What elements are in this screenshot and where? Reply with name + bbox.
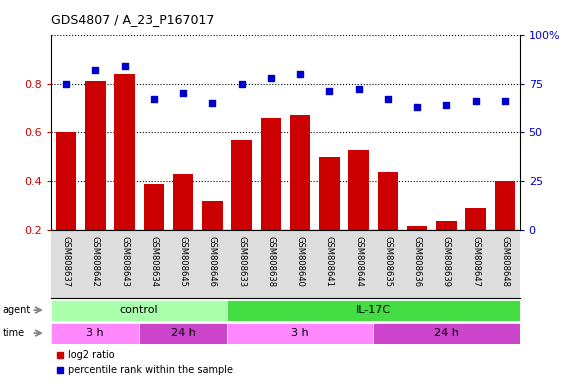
Bar bbox=[56, 132, 77, 230]
Point bbox=[500, 98, 509, 104]
Text: IL-17C: IL-17C bbox=[356, 305, 391, 315]
Point bbox=[149, 96, 158, 102]
Text: GSM808633: GSM808633 bbox=[237, 236, 246, 287]
Point bbox=[354, 86, 363, 93]
Bar bbox=[373, 323, 520, 344]
Bar bbox=[465, 209, 486, 230]
Point bbox=[237, 81, 246, 87]
Text: GSM808645: GSM808645 bbox=[179, 236, 188, 286]
Point bbox=[413, 104, 422, 110]
Text: agent: agent bbox=[3, 305, 31, 315]
Bar bbox=[173, 174, 194, 230]
Text: GSM808635: GSM808635 bbox=[383, 236, 392, 287]
Point bbox=[62, 81, 71, 87]
Point bbox=[325, 88, 334, 94]
Point bbox=[296, 71, 305, 77]
Text: GSM808642: GSM808642 bbox=[91, 236, 100, 286]
Bar bbox=[51, 300, 227, 321]
Bar bbox=[377, 172, 398, 230]
Text: GSM808647: GSM808647 bbox=[471, 236, 480, 287]
Text: GSM808637: GSM808637 bbox=[62, 236, 71, 287]
Bar bbox=[139, 323, 227, 344]
Bar bbox=[114, 74, 135, 230]
Text: 3 h: 3 h bbox=[86, 328, 104, 338]
Text: control: control bbox=[120, 305, 159, 315]
Bar bbox=[51, 323, 139, 344]
Text: GSM808641: GSM808641 bbox=[325, 236, 334, 286]
Bar bbox=[143, 184, 164, 230]
Bar bbox=[202, 201, 223, 230]
Text: GSM808648: GSM808648 bbox=[500, 236, 509, 287]
Bar bbox=[227, 300, 520, 321]
Text: GSM808639: GSM808639 bbox=[442, 236, 451, 287]
Text: GDS4807 / A_23_P167017: GDS4807 / A_23_P167017 bbox=[51, 13, 215, 26]
Point bbox=[383, 96, 392, 102]
Text: GSM808644: GSM808644 bbox=[354, 236, 363, 286]
Text: 3 h: 3 h bbox=[291, 328, 309, 338]
Bar bbox=[227, 323, 373, 344]
Bar bbox=[494, 182, 515, 230]
Point bbox=[179, 90, 188, 96]
Bar bbox=[290, 115, 311, 230]
Text: GSM808634: GSM808634 bbox=[149, 236, 158, 287]
Bar bbox=[407, 225, 428, 230]
Text: GSM808640: GSM808640 bbox=[296, 236, 305, 286]
Bar bbox=[348, 150, 369, 230]
Point bbox=[91, 67, 100, 73]
Text: GSM808646: GSM808646 bbox=[208, 236, 217, 287]
Bar bbox=[85, 81, 106, 230]
Legend: log2 ratio, percentile rank within the sample: log2 ratio, percentile rank within the s… bbox=[57, 351, 233, 375]
Point bbox=[471, 98, 480, 104]
Bar bbox=[260, 118, 281, 230]
Point bbox=[120, 63, 129, 69]
Text: time: time bbox=[3, 328, 25, 338]
Text: GSM808638: GSM808638 bbox=[266, 236, 275, 287]
Bar bbox=[231, 140, 252, 230]
Point bbox=[442, 102, 451, 108]
Text: GSM808636: GSM808636 bbox=[413, 236, 422, 287]
Text: 24 h: 24 h bbox=[434, 328, 459, 338]
Text: GSM808643: GSM808643 bbox=[120, 236, 129, 287]
Text: 24 h: 24 h bbox=[171, 328, 195, 338]
Point bbox=[208, 100, 217, 106]
Bar bbox=[319, 157, 340, 230]
Point bbox=[266, 74, 275, 81]
Bar bbox=[436, 220, 457, 230]
